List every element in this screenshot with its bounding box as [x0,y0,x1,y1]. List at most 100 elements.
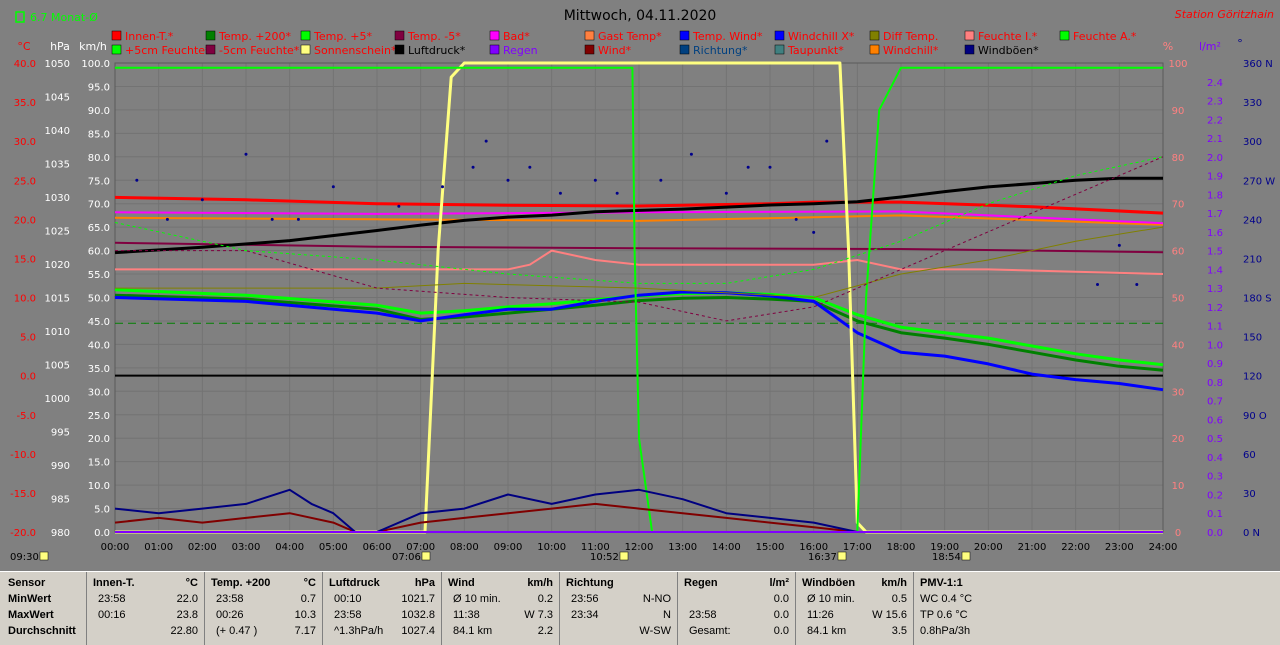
deg-tick-label: 270 W [1243,176,1275,187]
kmh-tick-label: 85.0 [88,129,110,140]
hpa-tick-label: 1015 [45,294,70,305]
pct-tick-label: 0 [1175,528,1181,539]
x-tick-label: 22:00 [1061,542,1090,553]
wm2-tick-label: 1.8 [1207,190,1223,201]
stats-value: 2.2 [537,625,553,637]
wm2-tick-label: 0.0 [1207,528,1223,539]
kmh-tick-label: 40.0 [88,340,110,351]
pct-tick-label: 30 [1172,387,1185,398]
direction-dot [1117,243,1121,247]
kmh-tick-label: 20.0 [88,434,110,445]
legend-label: Sonnenschein* [314,44,397,57]
stats-time: 23:58 [216,593,244,605]
stats-column-header: Temp. +200 [211,577,271,589]
wm2-tick-label: 2.0 [1207,153,1223,164]
wm2-tick-label: 0.4 [1207,453,1223,464]
pmv-value: TP 0.6 °C [920,609,968,621]
kmh-tick-label: 10.0 [88,481,110,492]
x-tick-label: 23:00 [1105,542,1134,553]
stats-value: N-NO [642,593,671,605]
stats-time: 00:10 [334,593,362,605]
x-tick-label: 17:00 [843,542,872,553]
direction-dot [615,191,619,195]
hpa-tick-label: 995 [51,428,70,439]
stats-value: W-SW [639,625,671,637]
pct-axis-header: % [1163,40,1173,53]
stats-value: 23.8 [176,609,198,621]
legend-swatch [964,44,975,55]
kmh-tick-label: 50.0 [88,294,110,305]
hpa-tick-label: 1005 [45,361,70,372]
pct-tick-label: 50 [1172,294,1185,305]
legend-label: +5cm Feuchte* [125,44,211,57]
stats-time: 00:16 [98,609,126,621]
legend-label: Innen-T.* [125,30,174,43]
hpa-tick-label: 1025 [45,227,70,238]
legend-swatch [679,44,690,55]
stats-value: 3.5 [891,625,907,637]
series-luftdruck [114,176,1163,255]
pct-tick-label: 90 [1172,106,1185,117]
stats-row-labels: Sensor MinWert MaxWert Durchschnitt [0,572,87,645]
x-tick-label: 00:00 [101,542,130,553]
stats-value: 0.7 [300,593,316,605]
stats-column-unit: °C [185,577,198,589]
kmh-tick-label: 100.0 [81,59,110,70]
wm2-tick-label: 1.5 [1207,247,1223,258]
weather-chart: 00:00 01:00 02:00 03:00 04:00 05:00 06:00 07:00… [10,8,1276,563]
temp-tick-label: 40.0 [14,59,36,70]
stats-column-header: Luftdruck [329,577,380,589]
legend-label: Bad* [503,30,530,43]
direction-dot [724,191,728,195]
stats-time: (+ 0.47 ) [216,625,258,637]
deg-tick-label: 330 [1243,98,1262,109]
x-tick-label: 04:00 [275,542,304,553]
legend-label: Windchill X* [788,30,855,43]
series-bad [114,210,1164,225]
series-layer [114,61,1164,534]
stats-value: 0.2 [537,593,553,605]
legend-swatch [489,30,500,41]
kmh-tick-label: 90.0 [88,106,110,117]
direction-dot [593,178,597,182]
stats-pmv: PMV-1:1 WC 0.4 °C TP 0.6 °C 0.8hPa/3h [913,572,1033,645]
kmh-tick-label: 25.0 [88,411,110,422]
legend-label: Windböen* [978,44,1039,57]
kmh-tick-label: 15.0 [88,458,110,469]
stats-column-header: Innen-T. [93,577,135,589]
time-marker-label: 10:52 [590,552,619,563]
stats-value: N [663,609,671,621]
direction-dot [484,139,488,143]
direction-dot [528,165,532,169]
stats-value: 22.0 [176,593,198,605]
legend-swatch [679,30,690,41]
legend-label: Diff Temp. [883,30,938,43]
kmh-axis-header: km/h [79,40,107,53]
kmh-tick-label: 30.0 [88,387,110,398]
wm2-tick-label: 0.1 [1207,509,1223,520]
deg-tick-label: 360 N [1243,59,1273,70]
pmv-value: 0.8hPa/3h [920,625,971,637]
x-tick-label: 19:00 [930,542,959,553]
stats-column-header: Regen [684,577,718,589]
wm2-tick-label: 0.8 [1207,378,1223,389]
kmh-tick-label: 0.0 [94,528,110,539]
legend-swatch [111,44,122,55]
direction-dot [825,139,829,143]
pmv-header: PMV-1:1 [920,577,963,589]
stats-time: ^1.3hPa/h [334,625,384,637]
series-sonnenschein [115,61,1163,534]
stats-value: 1021.7 [401,593,435,605]
legend-swatch [394,30,405,41]
deg-tick-label: 120 [1243,372,1262,383]
kmh-tick-label: 45.0 [88,317,110,328]
x-tick-label: 07:00 [406,542,435,553]
stats-time: 23:56 [571,593,599,605]
direction-dot [1096,282,1099,286]
stats-time: 11:38 [453,609,480,621]
sunset-icon [837,551,847,561]
x-tick-label: 14:00 [712,542,741,553]
series-windb-en [114,488,1163,533]
series-5cm-feuchte [115,156,1164,322]
deg-tick-label: 240 [1243,215,1262,226]
